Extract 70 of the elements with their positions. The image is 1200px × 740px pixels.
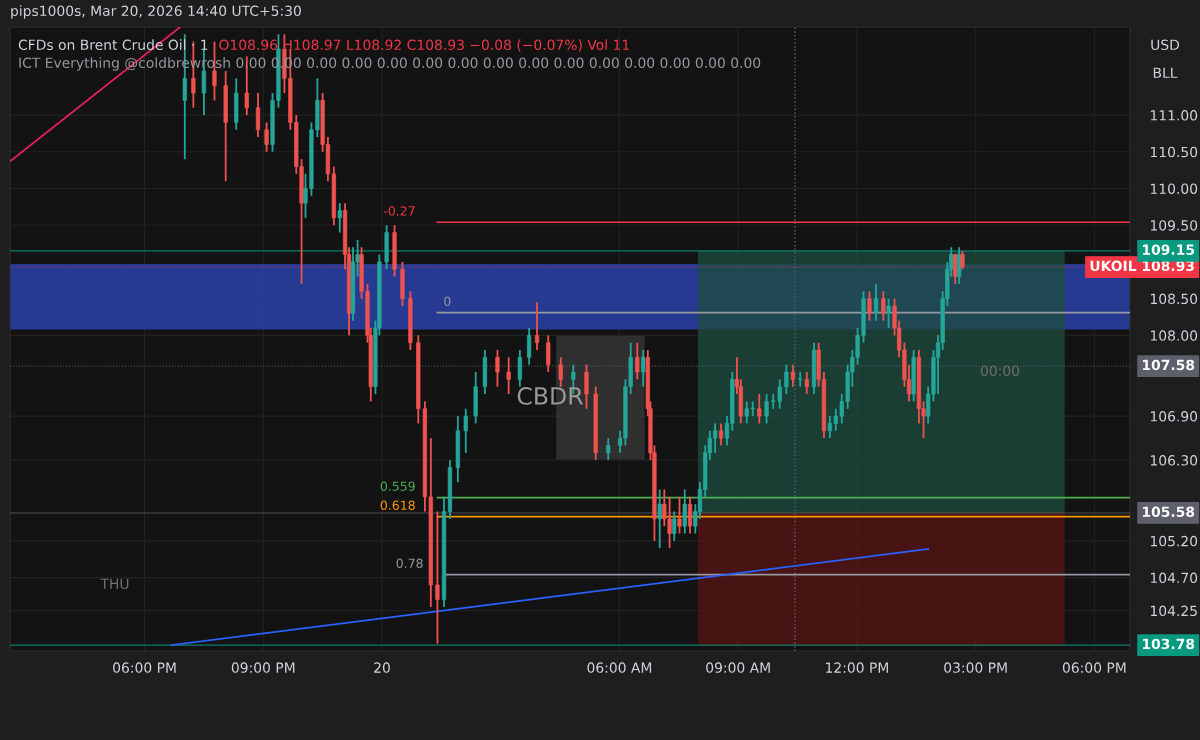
x-tick-label: 06:00 AM: [587, 662, 652, 673]
annotation: THU: [100, 578, 129, 590]
y-tick-label: 110.50: [1150, 146, 1198, 158]
candlestick: [584, 363, 589, 410]
candlestick: [534, 301, 540, 351]
y-tick-label: 105.20: [1150, 535, 1198, 547]
candlestick: [635, 341, 640, 381]
candlestick: [657, 488, 662, 550]
candlestick: [558, 356, 563, 388]
x-tick-label: 12:00 PM: [826, 662, 888, 673]
series-label: 0.559: [380, 481, 415, 491]
candlestick: [337, 202, 342, 234]
candlestick: [764, 393, 769, 425]
ref-line-label: 103.78: [1142, 638, 1195, 650]
y-tick-label: 104.70: [1150, 572, 1198, 584]
candlestick: [255, 92, 261, 139]
candlestick: [790, 363, 796, 388]
annotation: 00:00: [980, 365, 1020, 377]
text: pips1000s, Mar 20, 2026 14:40 UTC+5:30: [11, 5, 301, 19]
y-tick-label: 106.30: [1150, 455, 1198, 466]
y-tick-label: 106.90: [1150, 411, 1198, 422]
y-tick-label: 104.25: [1150, 605, 1197, 617]
candlestick: [264, 121, 269, 153]
series-label: 0: [444, 296, 451, 306]
candlestick: [687, 495, 693, 535]
candlestick: [677, 495, 682, 535]
candlestick: [435, 510, 440, 645]
text: USD: [1151, 39, 1180, 51]
candlestick: [495, 349, 500, 388]
candlestick: [506, 356, 511, 395]
annotation: CBDR: [517, 386, 583, 405]
candlestick: [463, 407, 468, 454]
candlestick: [960, 250, 965, 271]
candlestick: [784, 363, 789, 395]
candlestick: [606, 437, 611, 462]
text: BLL: [1153, 67, 1178, 78]
candlestick: [641, 349, 646, 388]
candlestick: [798, 371, 803, 388]
ref-line-label: UKOIL 108.93: [1090, 260, 1194, 272]
x-tick-label: 06:00 PM: [1062, 662, 1126, 673]
ref-line-label: 109.15: [1142, 244, 1195, 255]
candlestick: [672, 510, 677, 542]
y-tick-label: 108.50: [1150, 293, 1198, 305]
x-tick-label: 20: [374, 662, 390, 673]
y-tick-label: 109.50: [1150, 220, 1198, 231]
candlestick: [682, 488, 687, 535]
candlestick: [526, 327, 532, 366]
candlestick: [517, 349, 522, 388]
candlestick: [718, 422, 724, 447]
candlestick: [757, 393, 762, 425]
candlestick: [881, 290, 886, 322]
candlestick: [546, 334, 551, 373]
series-label: 0.78: [396, 558, 423, 568]
x-tick-label: 06:00 PM: [113, 662, 176, 673]
y-tick-label: 111.00: [1150, 110, 1198, 121]
ref-line-label: 107.58: [1142, 359, 1195, 371]
candlestick: [804, 371, 809, 395]
x-tick-label: 09:00 AM: [706, 662, 770, 673]
y-tick-label: 108.00: [1150, 330, 1198, 341]
series-label: 0.618: [380, 500, 415, 511]
series-label: -0.27: [383, 206, 415, 216]
x-tick-label: 03:00 PM: [944, 662, 1007, 673]
candlestick: [873, 283, 879, 322]
candlestick: [886, 297, 891, 329]
candlestick: [957, 246, 962, 285]
ref-line-label: 105.58: [1142, 506, 1195, 518]
candlestick: [953, 253, 958, 285]
x-tick-label: 09:00 PM: [231, 662, 295, 673]
candlestick: [867, 290, 872, 322]
y-tick-label: 110.00: [1150, 183, 1198, 194]
